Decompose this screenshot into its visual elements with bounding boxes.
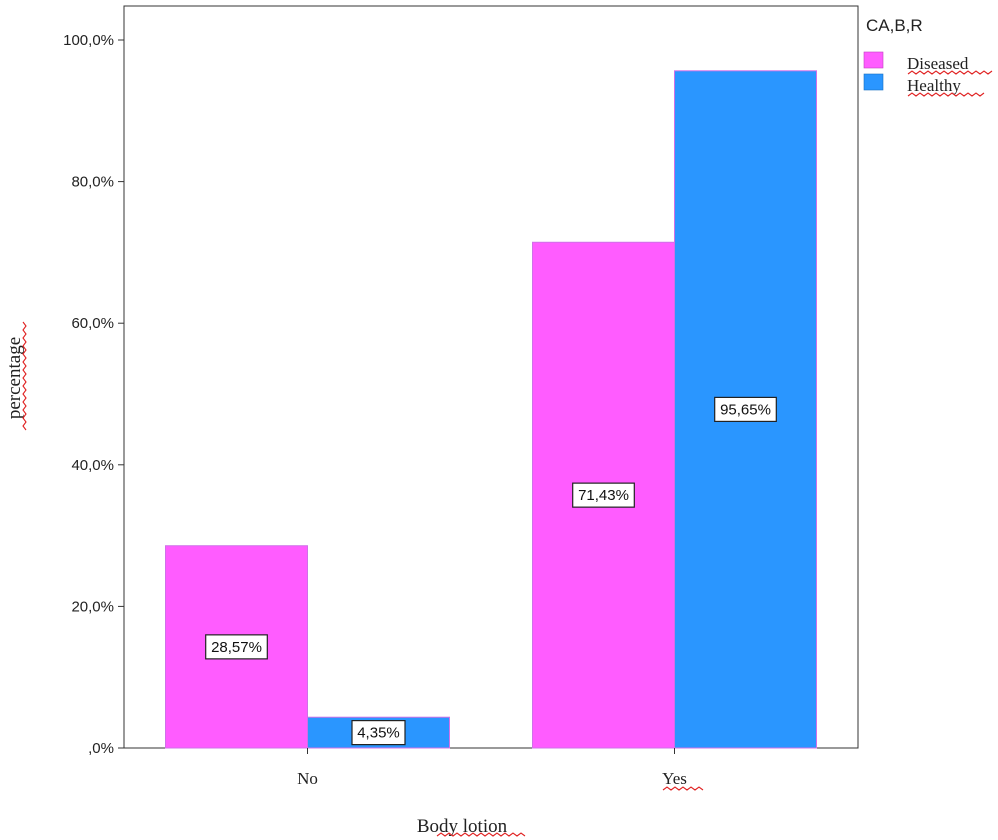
data-label-text: 4,35% <box>357 725 400 742</box>
legend-label-healthy-spellcheck-underline <box>907 92 985 97</box>
legend-label-diseased: Diseased <box>907 54 969 73</box>
legend-swatch-diseased <box>863 51 884 69</box>
legend-label-diseased-spellcheck-underline <box>907 70 993 75</box>
legend: CA,B,R Diseased Healthy <box>863 16 993 97</box>
legend-swatch-healthy <box>863 73 884 91</box>
bars <box>165 70 817 749</box>
x-axis-title-spellcheck-underline <box>436 832 526 837</box>
y-tick-label: 100,0% <box>63 32 114 49</box>
y-axis-title: percentage <box>4 337 25 419</box>
data-label-box <box>351 720 406 746</box>
x-tick-label-no: No <box>297 769 318 788</box>
data-label-text: 95,65% <box>720 401 771 418</box>
x-axis: No Yes <box>297 748 687 788</box>
legend-label-healthy: Healthy <box>907 76 961 95</box>
data-label-healthy-yes: 95,65% <box>714 396 777 422</box>
data-label-diseased-yes: 71,43% <box>572 482 635 508</box>
y-tick-label: 60,0% <box>71 315 114 332</box>
data-label-diseased-no: 28,57% <box>205 634 268 660</box>
data-label-box <box>205 634 268 660</box>
x-axis-title: Body lotion <box>417 816 508 837</box>
data-label-box <box>714 396 777 422</box>
y-tick-label: 80,0% <box>71 174 114 191</box>
bar-diseased-no <box>165 545 308 749</box>
data-label-text: 28,57% <box>211 639 262 656</box>
y-tick-label: ,0% <box>88 740 114 757</box>
data-label-text: 71,43% <box>578 487 629 504</box>
data-label-box <box>572 482 635 508</box>
yes-label-spellcheck-underline <box>662 786 704 791</box>
y-tick-label: 40,0% <box>71 457 114 474</box>
y-tick-label: 20,0% <box>71 598 114 615</box>
legend-title: CA,B,R <box>866 16 923 35</box>
data-label-healthy-no: 4,35% <box>351 720 406 746</box>
data-labels: 28,57% 4,35% 71,43% 95,65% <box>205 396 777 746</box>
y-axis-title-spellcheck-underline <box>22 321 27 431</box>
y-axis: ,0% 20,0% 40,0% 60,0% 80,0% 100,0% <box>63 32 124 757</box>
plot-area-frame <box>123 5 859 749</box>
x-tick-label-yes: Yes <box>662 769 687 788</box>
